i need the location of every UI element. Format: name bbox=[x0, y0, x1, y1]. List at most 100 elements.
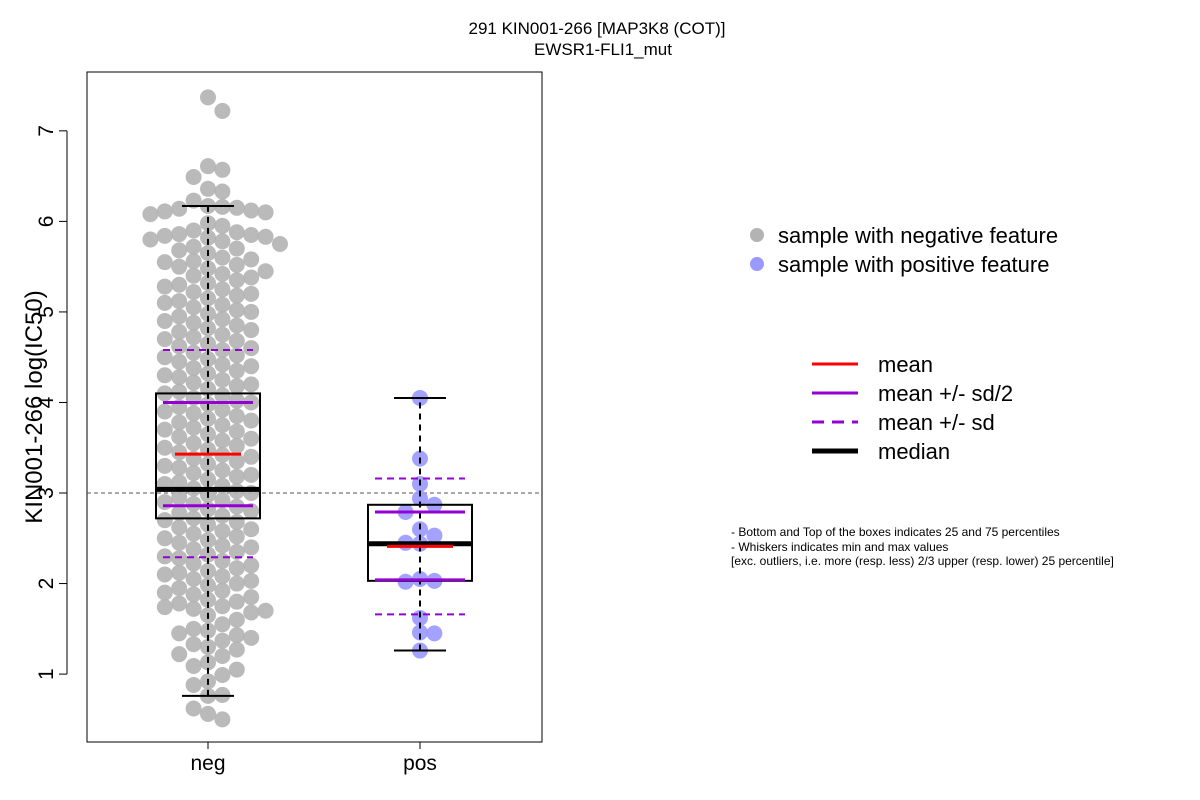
neg-sample-point bbox=[257, 263, 274, 280]
neg-sample-point bbox=[156, 457, 173, 474]
neg-sample-point bbox=[243, 358, 260, 375]
neg-sample-point bbox=[171, 534, 188, 551]
neg-sample-point bbox=[214, 183, 231, 200]
neg-sample-point bbox=[171, 580, 188, 597]
neg-sample-point bbox=[214, 265, 231, 282]
neg-sample-point bbox=[200, 260, 216, 277]
neg-sample-point bbox=[228, 437, 245, 454]
neg-sample-point bbox=[171, 625, 188, 642]
neg-sample-point bbox=[185, 253, 202, 270]
neg-sample-point bbox=[171, 564, 188, 581]
notes: - Bottom and Top of the boxes indicates … bbox=[731, 525, 1114, 568]
neg-sample-point bbox=[228, 453, 245, 470]
neg-sample-point bbox=[200, 705, 216, 722]
neg-sample-point bbox=[156, 494, 173, 511]
neg-sample-point bbox=[185, 344, 202, 361]
y-axis: 1 2 3 4 5 6 7 bbox=[35, 125, 68, 680]
neg-sample-point bbox=[156, 227, 173, 244]
neg-sample-point bbox=[214, 616, 231, 633]
neg-sample-point bbox=[243, 376, 260, 393]
neg-sample-point bbox=[185, 169, 202, 186]
neg-sample-point bbox=[228, 423, 245, 440]
neg-sample-point bbox=[156, 530, 173, 547]
neg-sample-point bbox=[156, 331, 173, 348]
neg-sample-point bbox=[228, 627, 245, 644]
neg-sample-point bbox=[214, 667, 231, 683]
neg-sample-point bbox=[243, 521, 260, 538]
neg-sample-point bbox=[243, 412, 260, 429]
neg-sample-point bbox=[171, 489, 188, 506]
neg-sample-point bbox=[243, 269, 260, 286]
neg-sample-point bbox=[156, 254, 173, 271]
chart-title: 291 KIN001-266 [MAP3K8 (COT)] bbox=[468, 19, 725, 38]
neg-sample-point bbox=[156, 294, 173, 311]
y-axis-title: KIN001-266 log(IC50) bbox=[21, 290, 48, 523]
neg-sample-point bbox=[214, 523, 231, 540]
neg-sample-point bbox=[185, 238, 202, 255]
neg-sample-point bbox=[185, 314, 202, 331]
neg-sample-point bbox=[156, 421, 173, 438]
neg-sample-point bbox=[228, 287, 245, 304]
neg-sample-point bbox=[257, 602, 274, 619]
neg-sample-point bbox=[200, 591, 216, 608]
neg-sample-point bbox=[214, 537, 231, 554]
neg-sample-point bbox=[228, 199, 245, 216]
legend-negative-label: sample with negative feature bbox=[778, 223, 1058, 248]
neg-sample-point bbox=[243, 340, 260, 357]
neg-sample-point bbox=[200, 305, 216, 322]
neg-sample-point bbox=[171, 258, 188, 275]
neg-sample-point bbox=[185, 676, 202, 693]
neg-sample-point bbox=[214, 233, 231, 250]
neg-sample-point bbox=[214, 217, 231, 234]
neg-sample-point bbox=[243, 466, 260, 483]
neg-sample-point bbox=[185, 192, 202, 209]
note-line-1: - Bottom and Top of the boxes indicates … bbox=[731, 525, 1060, 539]
neg-sample-point bbox=[228, 347, 245, 364]
neg-sample-point bbox=[228, 302, 245, 319]
y-tick-label: 5 bbox=[35, 306, 58, 318]
neg-sample-point bbox=[214, 161, 231, 178]
y-tick-label: 2 bbox=[35, 578, 58, 590]
neg-sample-point bbox=[171, 323, 188, 340]
legend-median-label: median bbox=[878, 439, 950, 464]
neg-sample-point bbox=[185, 329, 202, 346]
neg-sample-point bbox=[171, 595, 188, 612]
neg-sample-point bbox=[171, 200, 188, 217]
neg-sample-point bbox=[214, 568, 231, 585]
neg-sample-point bbox=[214, 647, 231, 664]
neg-sample-point bbox=[156, 584, 173, 601]
y-tick-label: 1 bbox=[35, 668, 58, 680]
neg-sample-point bbox=[171, 293, 188, 310]
neg-sample-point bbox=[185, 299, 202, 316]
neg-sample-point bbox=[228, 392, 245, 409]
note-line-2: - Whiskers indicates min and max values bbox=[731, 540, 948, 554]
neg-sample-point bbox=[171, 369, 188, 386]
neg-sample-point bbox=[243, 557, 260, 574]
neg-sample-point bbox=[171, 353, 188, 370]
neg-sample-point bbox=[171, 242, 188, 259]
legend-sd-label: mean +/- sd bbox=[878, 410, 995, 435]
neg-sample-point bbox=[200, 471, 216, 488]
neg-sample-point bbox=[171, 226, 188, 243]
neg-sample-point bbox=[156, 512, 173, 529]
neg-sample-point bbox=[214, 387, 231, 404]
neg-sample-point bbox=[156, 403, 173, 420]
neg-sample-point bbox=[200, 89, 216, 106]
neg-sample-point bbox=[243, 303, 260, 320]
plot-panel bbox=[86, 71, 543, 743]
neg-sample-point bbox=[243, 448, 260, 465]
neg-sample-point bbox=[214, 401, 231, 418]
legend-half-sd-label: mean +/- sd/2 bbox=[878, 381, 1013, 406]
neg-sample-point bbox=[214, 281, 231, 298]
neg-sample-point bbox=[228, 332, 245, 349]
neg-sample-point bbox=[214, 598, 231, 615]
neg-sample-point bbox=[228, 611, 245, 628]
x-axis: neg pos bbox=[190, 741, 437, 775]
neg-sample-point bbox=[228, 362, 245, 379]
neg-sample-point bbox=[200, 426, 216, 443]
neg-sample-point bbox=[185, 525, 202, 542]
neg-sample-point bbox=[171, 383, 188, 400]
neg-sample-point bbox=[200, 215, 216, 232]
neg-sample-point bbox=[200, 229, 216, 246]
